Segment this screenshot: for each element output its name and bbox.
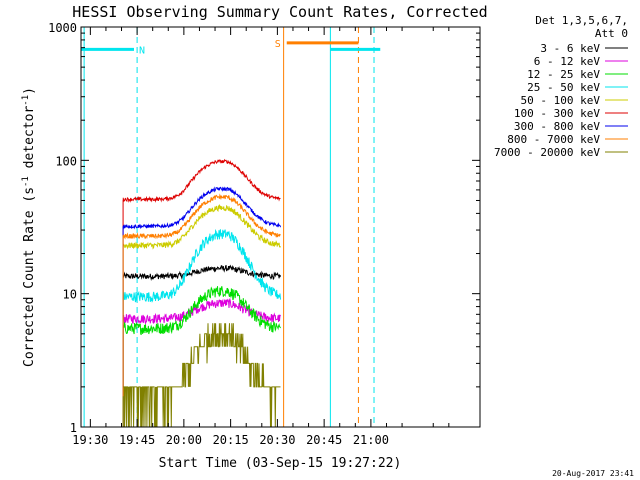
- legend-label-7: 800 - 7000 keV: [507, 133, 600, 146]
- series-line-25-50keV: [122, 228, 281, 303]
- series-line-300-800keV: [122, 186, 281, 230]
- flag-bars: NS: [81, 39, 381, 56]
- y-tick-label-0: 1: [70, 421, 77, 435]
- series-line-50-100keV: [122, 203, 281, 250]
- axes: 19:30 19:45 20:00 20:15 20:30 20:45 21:00 1 10 10…: [48, 21, 481, 447]
- x-tick-label-3: 20:15: [213, 433, 249, 447]
- legend-label-6: 300 - 800 keV: [514, 120, 600, 133]
- y-tick-label-2: 100: [55, 154, 77, 168]
- series-line-800-7000keV: [122, 193, 281, 240]
- chart-title: HESSI Observing Summary Count Rates, Cor…: [72, 3, 487, 21]
- x-tick-label-1: 19:45: [119, 433, 155, 447]
- series-line-12-25keV: [122, 286, 281, 336]
- x-tick-label-5: 20:45: [306, 433, 342, 447]
- x-tick-label-2: 20:00: [166, 433, 202, 447]
- x-tick-label-6: 21:00: [353, 433, 389, 447]
- legend-header-line1: Det 1,3,5,6,7,: [535, 14, 628, 27]
- legend-label-2: 12 - 25 keV: [527, 68, 600, 81]
- footer-timestamp: 20-Aug-2017 23:41: [552, 469, 634, 478]
- y-axis-label: Corrected Count Rate (s-1 detector-1): [21, 87, 37, 367]
- legend-label-8: 7000 - 20000 keV: [494, 146, 600, 159]
- legend-label-3: 25 - 50 keV: [527, 81, 600, 94]
- legend-label-5: 100 - 300 keV: [514, 107, 600, 120]
- legend-header-line2: Att 0: [595, 27, 628, 40]
- series-line-7000-20000keV: [123, 323, 281, 427]
- y-tick-label-3: 1000: [48, 21, 77, 35]
- plot-frame: [80, 26, 481, 428]
- x-tick-label-4: 20:30: [259, 433, 295, 447]
- flag-label-N: N: [139, 45, 145, 56]
- y-tick-label-1: 10: [63, 288, 77, 302]
- legend-label-4: 50 - 100 keV: [521, 94, 601, 107]
- flag-label-S: S: [275, 39, 281, 50]
- x-tick-label-0: 19:30: [72, 433, 108, 447]
- x-axis-label: Start Time (03-Sep-15 19:27:22): [159, 456, 402, 471]
- legend-label-0: 3 - 6 keV: [540, 42, 600, 55]
- legend-label-1: 6 - 12 keV: [534, 55, 601, 68]
- series-line-100-300keV: [122, 158, 281, 203]
- series-layer: [122, 158, 281, 427]
